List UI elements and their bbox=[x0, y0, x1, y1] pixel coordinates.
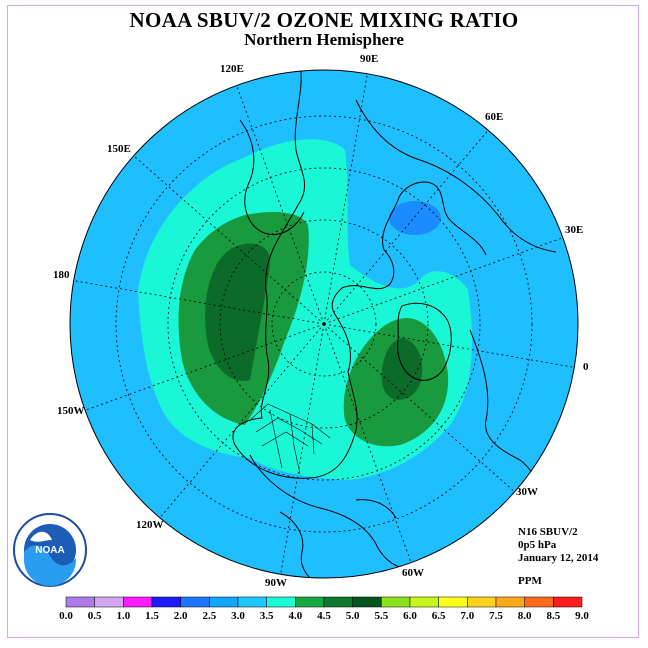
state-borders bbox=[249, 403, 331, 475]
pressure-label: 0p5 hPa bbox=[518, 539, 557, 551]
colorbar-swatch bbox=[409, 596, 439, 608]
colorbar-swatch bbox=[65, 596, 95, 608]
colorbar-swatch bbox=[381, 596, 411, 608]
colorbar: 0.0 0.5 1.0 1.5 2.0 2.5 3.0 3.5 4.0 4.5 5.0 5.5 6.0 6… bbox=[59, 596, 589, 622]
colorbar-tick-label: 7.5 bbox=[489, 610, 503, 622]
noaa-logo: NOAA bbox=[13, 513, 87, 587]
lon-label-150w: 150W bbox=[57, 405, 85, 417]
colorbar-swatch bbox=[438, 596, 468, 608]
colorbar-swatch bbox=[237, 596, 267, 608]
colorbar-swatch bbox=[495, 596, 525, 608]
colorbar-tick-label: 4.0 bbox=[288, 610, 302, 622]
colorbar-swatch bbox=[151, 596, 181, 608]
contour-4-5-right bbox=[381, 338, 423, 400]
lon-label-30e: 30E bbox=[565, 224, 583, 236]
lon-label-90w: 90W bbox=[265, 577, 287, 589]
graticule bbox=[70, 70, 578, 578]
colorbar-tick-label: 2.5 bbox=[202, 610, 216, 622]
lon-label-90e: 90E bbox=[360, 53, 378, 65]
contour-4-5-left bbox=[205, 243, 271, 381]
colorbar-swatch bbox=[553, 596, 583, 608]
map-subtitle: Northern Hemisphere bbox=[244, 30, 404, 49]
lon-label-60w: 60W bbox=[402, 567, 424, 579]
colorbar-tick-label: 3.5 bbox=[260, 610, 274, 622]
colorbar-tick-label: 8.0 bbox=[518, 610, 532, 622]
colorbar-tick-label: 2.0 bbox=[174, 610, 188, 622]
lon-label-120w: 120W bbox=[136, 519, 164, 531]
colorbar-tick-label: 8.5 bbox=[546, 610, 560, 622]
colorbar-tick-label: 1.0 bbox=[116, 610, 130, 622]
instrument-label: N16 SBUV/2 bbox=[518, 526, 578, 538]
longitude-labels: 90E 60E 30E 0 30W 60W 90W 120W 150W 180 … bbox=[53, 53, 589, 589]
colorbar-swatch bbox=[180, 596, 210, 608]
colorbar-swatch bbox=[352, 596, 382, 608]
colorbar-tick-label: 6.5 bbox=[432, 610, 446, 622]
plot-frame bbox=[7, 5, 639, 638]
map-border bbox=[69, 69, 579, 579]
colorbar-swatch bbox=[94, 596, 124, 608]
colorbar-swatch bbox=[524, 596, 554, 608]
colorbar-tick-label: 0.0 bbox=[59, 610, 73, 622]
colorbar-swatch bbox=[123, 596, 153, 608]
colorbar-swatch bbox=[295, 596, 325, 608]
colorbar-tick-label: 7.0 bbox=[460, 610, 474, 622]
lon-label-120e: 120E bbox=[220, 63, 244, 75]
colorbar-tick-label: 5.0 bbox=[346, 610, 360, 622]
contour-2-5-low bbox=[389, 201, 441, 235]
colorbar-swatch bbox=[209, 596, 239, 608]
map-title: NOAA SBUV/2 OZONE MIXING RATIO bbox=[129, 8, 519, 32]
colorbar-tick-label: 5.5 bbox=[374, 610, 388, 622]
colorbar-swatch bbox=[266, 596, 296, 608]
lon-label-30w: 30W bbox=[516, 486, 538, 498]
colorbar-swatch bbox=[467, 596, 497, 608]
colorbar-tick-label: 1.5 bbox=[145, 610, 159, 622]
colorbar-tick-label: 4.5 bbox=[317, 610, 331, 622]
lon-label-150e: 150E bbox=[107, 143, 131, 155]
colorbar-tick-label: 9.0 bbox=[575, 610, 589, 622]
lon-label-180: 180 bbox=[53, 269, 70, 281]
colorbar-tick-label: 3.0 bbox=[231, 610, 245, 622]
colorbar-tick-label: 0.5 bbox=[88, 610, 102, 622]
date-label: January 12, 2014 bbox=[518, 552, 599, 564]
noaa-logo-text: NOAA bbox=[35, 545, 64, 556]
colorbar-swatch bbox=[323, 596, 353, 608]
ozone-field bbox=[138, 139, 473, 480]
colorbar-tick-label: 6.0 bbox=[403, 610, 417, 622]
lon-label-0: 0 bbox=[583, 361, 589, 373]
lon-label-60e: 60E bbox=[485, 111, 503, 123]
units-label: PPM bbox=[518, 575, 542, 587]
